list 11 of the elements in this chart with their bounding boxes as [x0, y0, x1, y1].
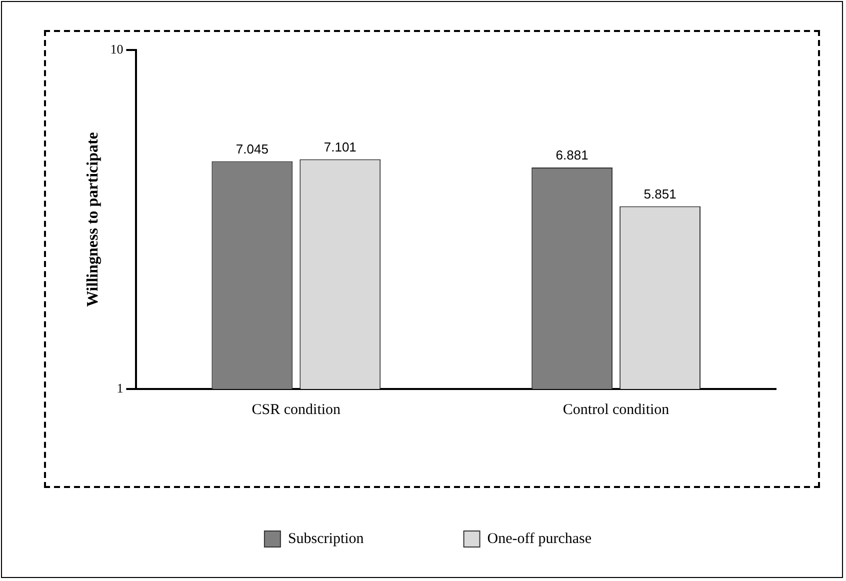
data-label: 5.851	[644, 186, 676, 202]
y-tick-label: 1	[116, 380, 124, 396]
legend-label: Subscription	[288, 530, 364, 547]
data-label: 7.045	[236, 141, 268, 156]
data-label: 6.881	[556, 148, 588, 163]
legend-label: One-off purchase	[487, 530, 592, 547]
y-tick-label: 10	[110, 41, 124, 56]
data-label: 7.101	[324, 139, 356, 154]
y-axis-title: Willingness to participate	[84, 132, 102, 307]
x-tick-label: CSR condition	[252, 402, 342, 418]
x-tick-label: Control condition	[562, 402, 670, 418]
